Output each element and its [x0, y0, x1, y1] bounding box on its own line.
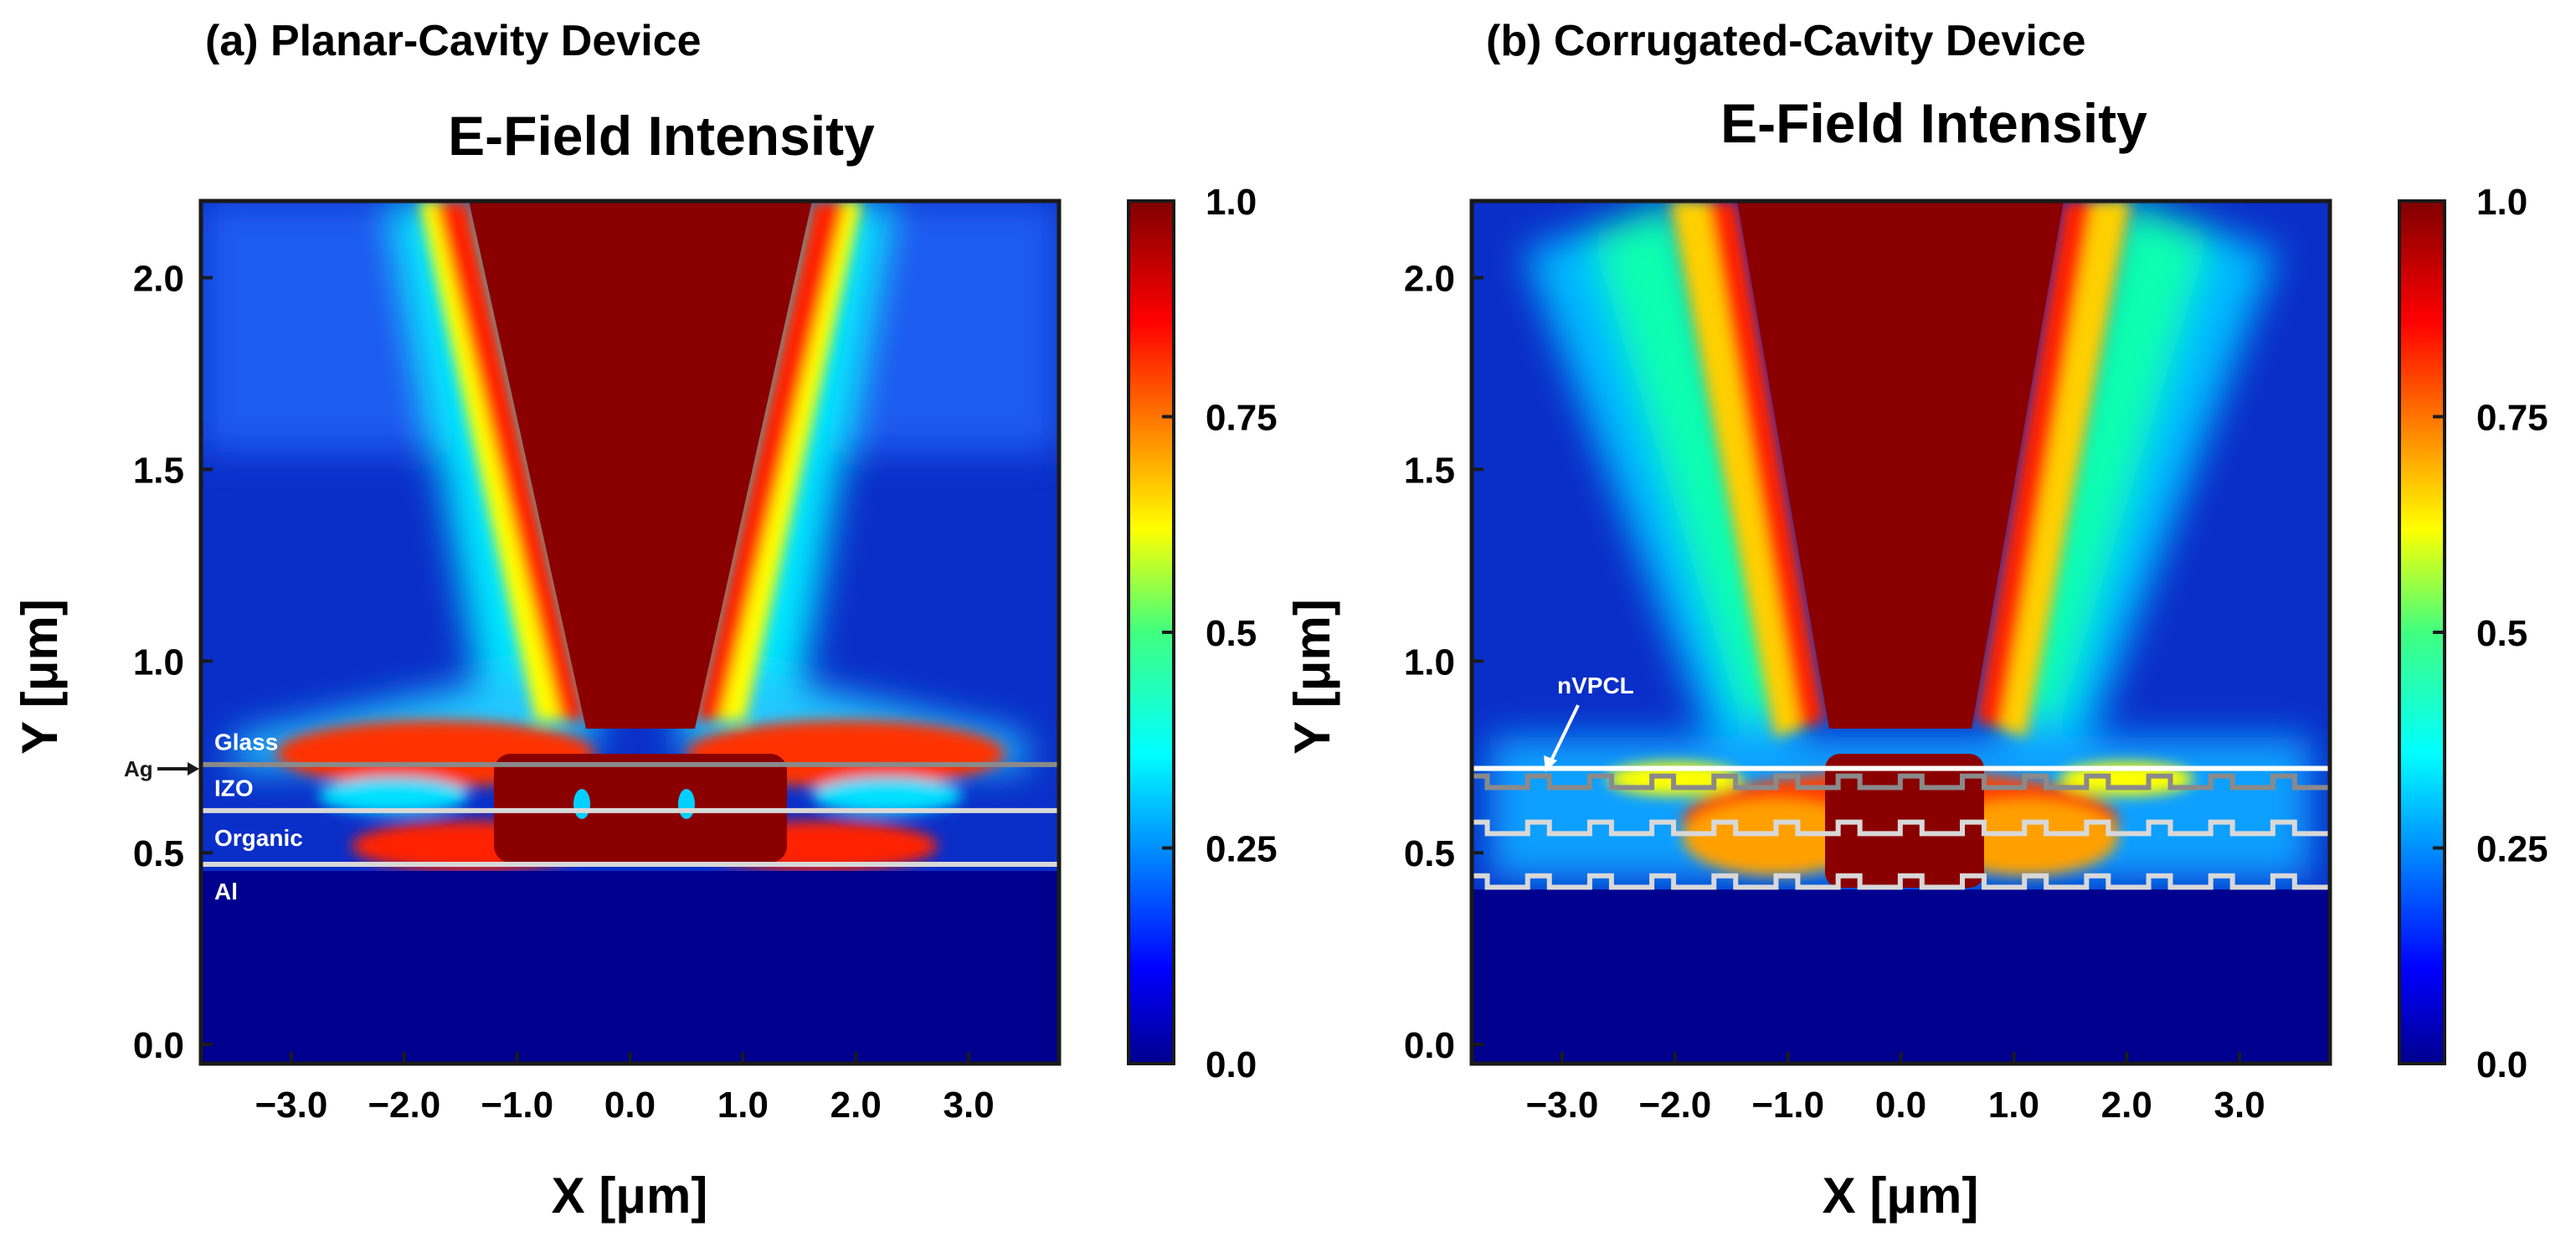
y-tick-label: 1.5 [1404, 450, 1455, 491]
colorbar-tick-label: 0.0 [2476, 1044, 2527, 1085]
x-tick-label: 0.0 [604, 1085, 656, 1126]
layer-labels-a: Glass IZO Organic Al [214, 729, 303, 905]
y-tick-label: 1.0 [1404, 642, 1455, 683]
ag-marker: Ag [124, 756, 199, 781]
layer-label: Al [214, 879, 238, 905]
x-tick-label: 2.0 [2101, 1085, 2152, 1126]
y-tick-label: 0.5 [1404, 833, 1455, 874]
layer-interface-corrugated [1472, 773, 2330, 791]
heatmap-a [201, 201, 1059, 1064]
x-tick-label: 0.0 [1875, 1085, 1926, 1126]
colorbar-tick-label: 0.5 [1206, 613, 1257, 654]
y-tick-label: 2.0 [1404, 259, 1455, 300]
colorbar-tick-label: 0.75 [1206, 398, 1278, 439]
layer-interface-corrugated [1472, 873, 2330, 890]
x-tick-label: −3.0 [1525, 1085, 1598, 1126]
colorbar-tick-label: 1.0 [1206, 182, 1257, 223]
heatmap-b [1472, 201, 2330, 1064]
x-tick-label: 2.0 [830, 1085, 882, 1126]
panel-a: (a) Planar-Cavity Device E-Field Intensi… [12, 17, 1278, 1224]
x-ticks-b: −3.0 −2.0 −1.0 0.0 1.0 2.0 3.0 [1525, 1052, 2265, 1126]
x-tick-label: 1.0 [717, 1085, 769, 1126]
x-tick-label: −3.0 [255, 1085, 327, 1126]
layer-interfaces-a [201, 761, 1059, 867]
nvpcl-arrow-line [1549, 704, 1580, 763]
chart-title-a: E-Field Intensity [448, 105, 875, 167]
y-axis-label-a: Y [μm] [12, 599, 68, 755]
colorbar-tick-label: 1.0 [2476, 182, 2527, 223]
colorbar-ticks-a: 0.0 0.25 0.5 0.75 1.0 [1162, 182, 1278, 1085]
x-tick-label: 1.0 [1988, 1085, 2039, 1126]
layer-label: Organic [214, 825, 303, 851]
layer-label: IZO [214, 775, 254, 801]
layer-interface-corrugated [1472, 819, 2330, 837]
y-tick-label: 1.5 [133, 450, 184, 491]
x-tick-label: −1.0 [1751, 1085, 1824, 1126]
x-tick-label: −2.0 [368, 1085, 440, 1126]
layer-interfaces-b [1472, 765, 2330, 890]
panel-b: (b) Corrugated-Cavity Device E-Field Int… [1284, 17, 2548, 1224]
ag-marker-arrowhead [188, 762, 199, 776]
ag-marker-label: Ag [124, 756, 153, 781]
panel-title-b: (b) Corrugated-Cavity Device [1486, 17, 2086, 65]
colorbar-tick-label: 0.0 [1206, 1044, 1257, 1085]
y-tick-label: 0.5 [133, 833, 184, 874]
y-tick-label: 2.0 [133, 259, 184, 300]
panel-title-a: (a) Planar-Cavity Device [205, 17, 702, 65]
chart-title-b: E-Field Intensity [1720, 92, 2147, 154]
x-axis-label-b: X [μm] [1823, 1167, 1979, 1224]
nvpcl-label: nVPCL [1557, 673, 1634, 698]
x-tick-label: −2.0 [1638, 1085, 1711, 1126]
nvpcl-arrowhead [1544, 755, 1557, 772]
y-tick-label: 0.0 [133, 1025, 184, 1066]
layer-label: Glass [214, 729, 278, 755]
x-axis-label-a: X [μm] [552, 1167, 708, 1224]
y-axis-label-b: Y [μm] [1284, 599, 1340, 755]
x-tick-label: 3.0 [2214, 1085, 2265, 1126]
colorbar-tick-label: 0.5 [2476, 613, 2527, 654]
colorbar-tick-label: 0.25 [1206, 829, 1278, 870]
x-ticks-a: −3.0 −2.0 −1.0 0.0 1.0 2.0 3.0 [255, 1052, 995, 1126]
y-ticks-a: 0.0 0.5 1.0 1.5 2.0 [133, 259, 213, 1066]
nvpcl-annotation: nVPCL [1544, 673, 1634, 772]
colorbar-tick-label: 0.75 [2476, 398, 2548, 439]
x-tick-label: −1.0 [481, 1085, 553, 1126]
y-tick-label: 0.0 [1404, 1025, 1455, 1066]
y-tick-label: 1.0 [133, 642, 184, 683]
y-ticks-b: 0.0 0.5 1.0 1.5 2.0 [1404, 259, 1483, 1066]
colorbar-ticks-b: 0.0 0.25 0.5 0.75 1.0 [2433, 182, 2548, 1085]
colorbar-tick-label: 0.25 [2476, 829, 2548, 870]
x-tick-label: 3.0 [944, 1085, 995, 1126]
